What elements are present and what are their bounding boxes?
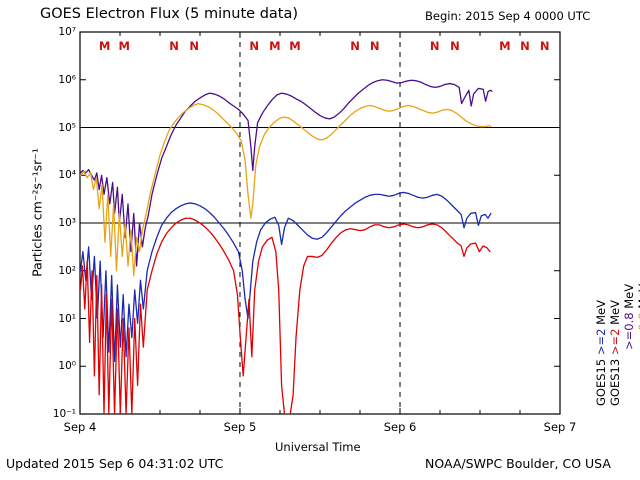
series-line-3 (80, 217, 491, 414)
page-title: GOES Electron Flux (5 minute data) (40, 6, 299, 22)
y-axis-label: Particles cm⁻²s⁻¹sr⁻¹ (29, 148, 45, 277)
series-line-1 (80, 102, 492, 277)
x-axis-label: Universal Time (275, 440, 361, 454)
series-line-2 (80, 191, 492, 363)
begin-time-label: Begin: 2015 Sep 4 0000 UTC (425, 9, 591, 23)
updated-timestamp: Updated 2015 Sep 6 04:31:02 UTC (6, 456, 224, 471)
credit-label: NOAA/SWPC Boulder, CO USA (425, 456, 611, 471)
